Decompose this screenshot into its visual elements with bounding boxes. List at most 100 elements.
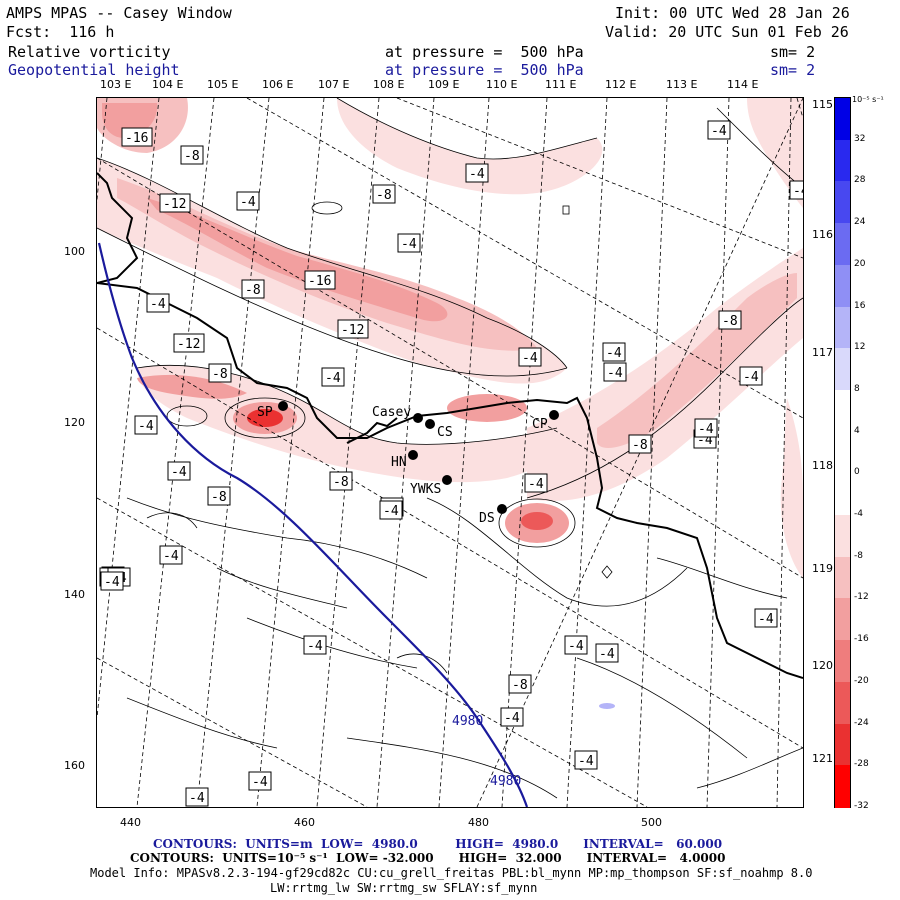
vorticity-label-box (603, 362, 627, 382)
x-tick-label: 480 (468, 816, 489, 829)
vorticity-label: -8 (184, 149, 200, 164)
vorticity-label-box (508, 674, 532, 694)
vorticity-label: -4 (163, 549, 179, 564)
vorticity-label-box (707, 120, 731, 140)
colorbar-segment (835, 181, 850, 225)
colorbar-level-label: 8 (854, 383, 860, 394)
vorticity-label: -8 (333, 475, 349, 490)
shade-east-band-core (597, 273, 797, 448)
colorbar-segment (835, 306, 850, 350)
map-plot-area[interactable]: Casey CS CP SP HN YWKS DS 4980 4980 -16-… (96, 97, 804, 808)
vorticity-label: -4 (698, 422, 714, 437)
shade-north-blob (337, 98, 603, 195)
station-markers (278, 401, 559, 514)
station-label: CS (437, 425, 453, 440)
colorbar-level-label: 28 (854, 175, 866, 186)
graticule-lines (97, 98, 803, 807)
station-label: YWKS (410, 482, 441, 497)
vorticity-label-box (500, 707, 524, 727)
vorticity-label: -4 (252, 775, 268, 790)
vorticity-label: -4 (568, 639, 584, 654)
vorticity-label-box (304, 270, 336, 290)
station-label: HN (391, 455, 407, 470)
vorticity-label: -4 (150, 297, 166, 312)
init-time: Init: 00 UTC Wed 28 Jan 26 (615, 4, 850, 22)
shade-ds-vortex-core (521, 512, 553, 530)
vorticity-label-box (518, 347, 542, 367)
vorticity-label: -4 (793, 184, 803, 199)
field2-name: Geopotential height (8, 61, 180, 79)
height-contour-4980 (97, 242, 529, 807)
lon-label: 107 E (318, 78, 350, 91)
y-tick-label: 100 (64, 245, 85, 258)
vorticity-label-box (465, 163, 489, 183)
vorticity-label-box (739, 366, 763, 386)
vorticity-label-box (173, 333, 205, 353)
station-dot (413, 413, 423, 423)
colorbar-level-label: 16 (854, 300, 866, 311)
vorticity-label-box (241, 279, 265, 299)
vorticity-label: -4 (189, 791, 205, 806)
y-tick-label: 120 (64, 416, 85, 429)
lon-label: 109 E (428, 78, 460, 91)
vorticity-label: -4 (504, 711, 520, 726)
field2-level: at pressure = 500 hPa (385, 61, 584, 79)
colorbar-level-label: -12 (854, 592, 869, 603)
lon-label: 114 E (727, 78, 759, 91)
vorticity-label: -4 (578, 754, 594, 769)
y-tick-label: 160 (64, 759, 85, 772)
station-label: Casey (372, 405, 411, 420)
colorbar-level-label: -24 (854, 717, 869, 728)
colorbar-level-label: -8 (854, 550, 863, 561)
vorticity-label-box (303, 635, 327, 655)
lon-label: 113 E (666, 78, 698, 91)
vorticity-label-box (754, 608, 778, 628)
vorticity-label: -8 (722, 314, 738, 329)
height-contour-label: 4980 (452, 714, 483, 729)
valid-time: Valid: 20 UTC Sun 01 Feb 26 (605, 23, 849, 41)
vorticity-label: -4 (401, 237, 417, 252)
vorticity-label-box (146, 293, 170, 313)
colorbar-segment (835, 556, 850, 600)
vorticity-label-box (121, 127, 153, 147)
vorticity-label-box (628, 434, 652, 454)
vorticity-label-box (595, 643, 619, 663)
shade-right-top (747, 98, 803, 208)
vorticity-label: -4 (528, 477, 544, 492)
vorticity-label-box (167, 461, 191, 481)
station-dot (549, 410, 559, 420)
station-label: SP (257, 405, 273, 420)
shade-casey-blob (447, 394, 527, 422)
vorticity-label: -4 (104, 575, 120, 590)
colorbar-segment (835, 139, 850, 183)
vorticity-label: -8 (376, 188, 392, 203)
vorticity-label-box (236, 191, 260, 211)
vorticity-label-box (207, 486, 231, 506)
vorticity-label-box (134, 415, 158, 435)
colorbar-level-label: -20 (854, 675, 869, 686)
y-tick-label: 140 (64, 588, 85, 601)
colorbar-segment (835, 348, 850, 391)
lon-label: 112 E (605, 78, 637, 91)
colorbar (834, 97, 851, 808)
lon-label: 105 E (207, 78, 239, 91)
vorticity-label-box (524, 473, 548, 493)
field1-smooth: sm= 2 (770, 43, 816, 61)
colorbar-segment (835, 98, 850, 141)
station-dot (497, 504, 507, 514)
lon-label: 108 E (373, 78, 405, 91)
map-title: AMPS MPAS -- Casey Window (6, 4, 232, 22)
vorticity-label: -4 (599, 647, 615, 662)
colorbar-unit: 10⁻⁵ s⁻¹ (852, 95, 884, 104)
vorticity-label-box (159, 193, 191, 213)
footer-model-info: Model Info: MPASv8.2.3-194-gf29cd82c CU:… (90, 866, 813, 880)
vorticity-label: -4 (711, 124, 727, 139)
vorticity-label-box (208, 363, 232, 383)
vorticity-label-box (574, 750, 598, 770)
colorbar-segment (835, 598, 850, 642)
vorticity-label: -8 (632, 438, 648, 453)
vorticity-label: -4 (606, 346, 622, 361)
vorticity-label-box (789, 180, 803, 200)
vorticity-label: -8 (212, 367, 228, 382)
x-tick-label: 440 (120, 816, 141, 829)
